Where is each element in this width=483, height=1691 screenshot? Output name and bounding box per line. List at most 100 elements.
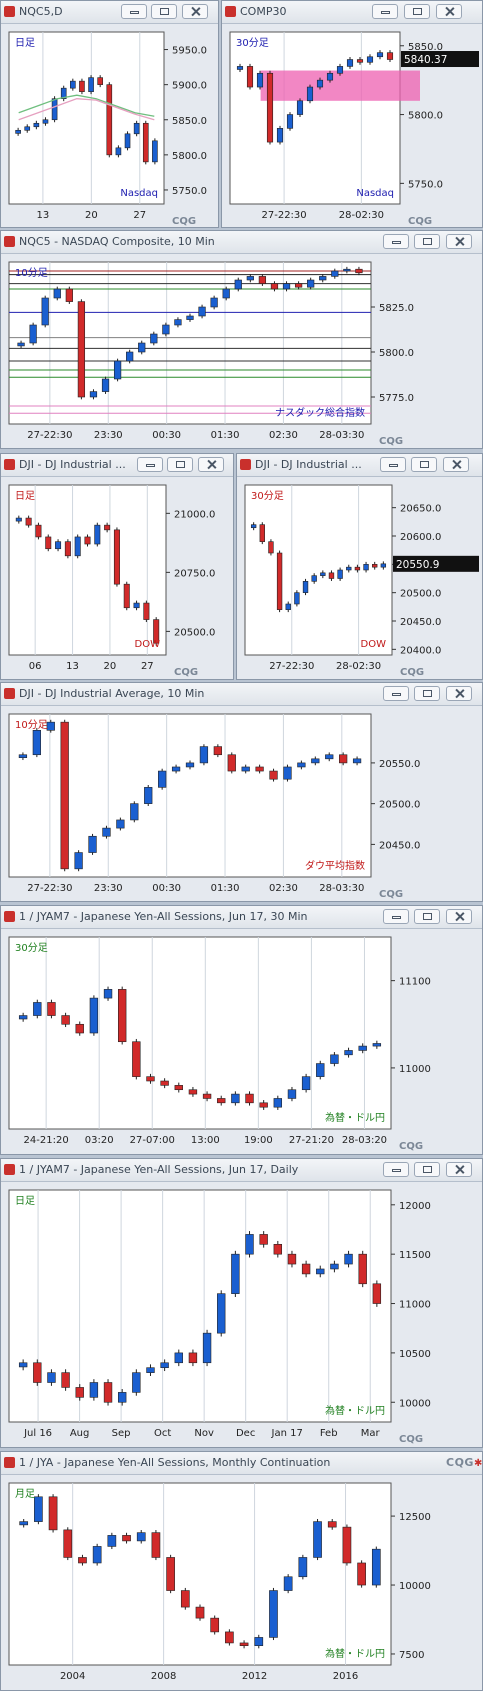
plot-area [8, 261, 372, 425]
candle-down [132, 1041, 141, 1077]
candle-up [246, 276, 254, 281]
chart-window-dji-10min[interactable]: DJI - DJ Industrial Average, 10 Min 27-2… [0, 682, 483, 902]
candle-down [259, 1102, 268, 1108]
minimize-button[interactable] [137, 457, 163, 472]
candle-up [19, 1521, 29, 1526]
maximize-button[interactable] [414, 909, 440, 924]
chart-window-nq-10min[interactable]: NQC5 - NASDAQ Composite, 10 Min 27-22:30… [0, 230, 483, 449]
candle-up [70, 80, 76, 89]
x-tick-label: 13 [66, 661, 79, 672]
y-tick-label: 20650.0 [400, 504, 441, 515]
maximize-icon [423, 913, 432, 920]
candle-up [174, 319, 182, 326]
minimize-button[interactable] [383, 909, 409, 924]
close-button[interactable] [446, 234, 472, 249]
chart-area[interactable]: 06 13 20 27 21000.0 20750.0 20500.0 日足 DOW CQG [1, 477, 233, 679]
window-titlebar[interactable]: NQC5,D [1, 1, 218, 24]
window-titlebar[interactable]: 1 / JYA - Japanese Yen-All Sessions, Mon… [1, 1452, 482, 1475]
candle-up [306, 86, 314, 102]
minimize-button[interactable] [383, 686, 409, 701]
close-button[interactable] [182, 4, 208, 19]
window-titlebar[interactable]: 1 / JYAM7 - Japanese Yen-All Sessions, J… [1, 906, 482, 929]
candle-up [133, 602, 140, 609]
x-tick-label: Nov [194, 1428, 214, 1439]
app-icon [4, 688, 15, 699]
cqg-logo-text: CQG [172, 216, 196, 227]
maximize-button[interactable] [404, 4, 430, 19]
maximize-button[interactable] [151, 4, 177, 19]
minimize-button[interactable] [383, 234, 409, 249]
maximize-button[interactable] [414, 1162, 440, 1177]
chart-area[interactable]: 27-22:3028-02:3020650.020600.020550.0205… [237, 477, 482, 679]
maximize-button[interactable] [414, 686, 440, 701]
window-titlebar[interactable]: DJI - DJ Industrial ... [237, 454, 482, 477]
candle-up [325, 754, 334, 760]
cqg-logo-text: CQG [399, 1434, 423, 1445]
plot-area [8, 484, 167, 656]
minimize-button[interactable] [372, 4, 398, 19]
chart-window-jya-monthly[interactable]: 1 / JYA - Japanese Yen-All Sessions, Mon… [0, 1451, 483, 1691]
index-label: ダウ平均指数 [305, 859, 365, 872]
x-tick-label: 28-03:30 [319, 430, 364, 441]
chart-area[interactable]: 27-22:30 28-02:30 5850.0 5800.0 5750.0 5840.3… [222, 24, 482, 227]
x-tick-label: 2012 [242, 1671, 267, 1682]
candle-up [372, 1043, 382, 1047]
timeframe-label: 日足 [15, 37, 35, 49]
close-icon [191, 8, 200, 15]
candle-down [78, 1557, 87, 1564]
chart-window-nq-daily[interactable]: NQC5,D 13 20 27 5950.0 5900.0 5850.0 5800.0 575… [0, 0, 219, 228]
candle-down [287, 1253, 297, 1265]
maximize-button[interactable] [411, 457, 437, 472]
window-titlebar[interactable]: NQC5 - NASDAQ Composite, 10 Min [1, 231, 482, 254]
x-tick-label: Aug [70, 1428, 90, 1439]
close-button[interactable] [436, 4, 462, 19]
maximize-button[interactable] [414, 234, 440, 249]
chart-area[interactable]: Jul 16 Aug Sep Oct Nov Dec Jan 17 Feb Mar 12000 11… [1, 1182, 482, 1447]
close-icon [452, 461, 461, 468]
chart-window-dji-daily[interactable]: DJI - DJ Industrial ... 06 13 20 27 21000.0 2… [0, 453, 234, 680]
chart-area[interactable]: 27-22:30 23:30 00:30 01:30 02:30 28-03:30 5825… [1, 254, 482, 448]
minimize-button[interactable] [383, 1162, 409, 1177]
chart-window-dji-30min[interactable]: DJI - DJ Industrial ... 27-22:30 28-02:30… [236, 453, 483, 680]
candle-up [94, 524, 101, 545]
candle-up [236, 66, 244, 70]
candle-up [29, 324, 37, 344]
y-tick-label: 5850.0 [408, 42, 443, 53]
plot-area [8, 936, 392, 1130]
candle-down [60, 721, 69, 870]
candle-up [146, 1367, 155, 1373]
candle-down [113, 529, 120, 585]
close-button[interactable] [198, 457, 224, 472]
candle-up [337, 569, 343, 579]
candle-down [246, 66, 254, 88]
close-button[interactable] [443, 457, 469, 472]
candle-down [258, 276, 267, 284]
x-tick-label: Oct [154, 1428, 171, 1439]
candle-up [298, 1557, 308, 1578]
chart-area[interactable]: 13 20 27 5950.0 5900.0 5850.0 5800.0 5750.0 日足 Na… [1, 24, 218, 227]
timeframe-label: 月足 [15, 1488, 35, 1500]
window-titlebar[interactable]: DJI - DJ Industrial ... [1, 454, 233, 477]
index-label: Nasdaq [356, 188, 394, 199]
minimize-button[interactable] [380, 457, 406, 472]
close-button[interactable] [446, 686, 472, 701]
chart-area[interactable]: 24-21:20 03:20 27-07:00 13:00 19:00 27-21:20 2… [1, 929, 482, 1154]
chart-window-jyam7-30min[interactable]: 1 / JYAM7 - Japanese Yen-All Sessions, J… [0, 905, 483, 1155]
x-tick-label: 01:30 [211, 430, 240, 441]
candle-up [283, 1576, 293, 1591]
last-price-box [393, 555, 479, 572]
close-button[interactable] [446, 909, 472, 924]
chart-window-jyam7-daily[interactable]: 1 / JYAM7 - Japanese Yen-All Sessions, J… [0, 1158, 483, 1448]
chart-window-comp30[interactable]: COMP30 27-22:30 28-02:30 5850.0 5800.0 5750.… [221, 0, 483, 228]
chart-area[interactable]: 27-22:30 23:30 00:30 01:30 02:30 28-03:30 2055… [1, 706, 482, 901]
window-titlebar[interactable]: COMP30 [222, 1, 482, 24]
candle-down [270, 283, 279, 290]
maximize-button[interactable] [167, 457, 193, 472]
y-tick-label: 7500 [399, 1650, 424, 1661]
close-button[interactable] [446, 1162, 472, 1177]
candle-down [273, 1243, 283, 1255]
minimize-button[interactable] [121, 4, 147, 19]
window-titlebar[interactable]: DJI - DJ Industrial Average, 10 Min [1, 683, 482, 706]
window-titlebar[interactable]: 1 / JYAM7 - Japanese Yen-All Sessions, J… [1, 1159, 482, 1182]
